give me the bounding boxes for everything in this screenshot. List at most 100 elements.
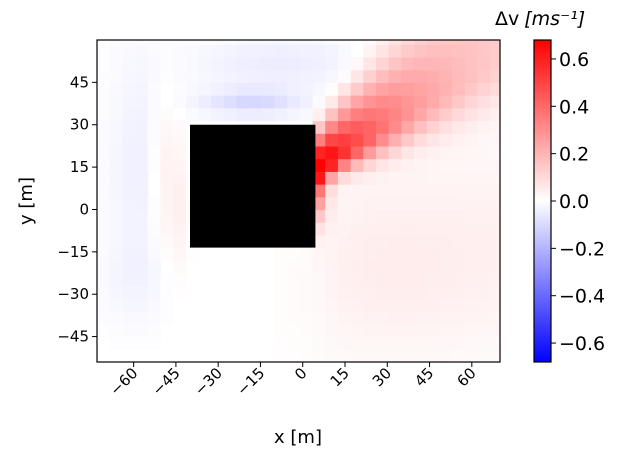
heatmap-cell [376, 234, 390, 249]
heatmap-cell [401, 260, 415, 274]
heatmap-cell [109, 247, 123, 261]
heatmap-cell [401, 145, 415, 160]
heatmap-cell [464, 184, 479, 198]
heatmap-cell [160, 120, 174, 134]
heatmap-cell [414, 323, 428, 338]
heatmap-cell [97, 158, 111, 172]
heatmap-cell [350, 323, 364, 338]
heatmap-cell [452, 133, 466, 147]
heatmap-cell [350, 69, 364, 83]
heatmap-cell [452, 120, 466, 134]
heatmap-cell [337, 69, 352, 83]
heatmap-cell [376, 184, 390, 198]
heatmap-cell [299, 107, 314, 122]
heatmap-cell [236, 56, 250, 71]
heatmap-cell [325, 56, 339, 71]
heatmap-cell [388, 349, 402, 362]
heatmap-cell [109, 95, 123, 109]
heatmap-cell [312, 40, 326, 45]
heatmap-cell [147, 247, 162, 261]
heatmap-cell [337, 260, 352, 274]
heatmap-cell [109, 311, 123, 325]
heatmap-cell [147, 95, 162, 109]
heatmap-cell [426, 95, 441, 109]
heatmap-cell [122, 260, 136, 274]
heatmap-cell [312, 56, 326, 71]
colorbar-ticks: 0.6 0.4 0.2 0.0 −0.2 −0.4 −0.6 [551, 49, 605, 355]
heatmap-cell [490, 209, 500, 223]
heatmap-cell [97, 82, 111, 96]
heatmap-cell [401, 336, 415, 350]
heatmap-cells [97, 40, 500, 362]
heatmap-cell [363, 69, 377, 83]
heatmap-cell [312, 196, 326, 211]
heatmap-cell [135, 120, 149, 134]
heatmap-cell [337, 107, 352, 122]
heatmap-cell [376, 336, 390, 350]
heatmap-cell [452, 273, 466, 287]
heatmap-cell [452, 82, 466, 96]
heatmap-cell [147, 107, 162, 122]
heatmap-cell [109, 145, 123, 160]
heatmap-cell [325, 273, 339, 287]
heatmap-cell [274, 273, 288, 287]
heatmap-cell [388, 234, 402, 249]
heatmap-cell [388, 158, 402, 172]
heatmap-cell [363, 234, 377, 249]
heatmap-cell [401, 133, 415, 147]
heatmap-cell [426, 323, 441, 338]
heatmap-cell [414, 44, 428, 58]
heatmap-cell [414, 222, 428, 236]
heatmap-cell [376, 69, 390, 83]
heatmap-cell [160, 158, 174, 172]
heatmap-cell [464, 82, 479, 96]
heatmap-cell [97, 298, 111, 312]
heatmap-cell [211, 40, 225, 45]
heatmap-cell [160, 56, 174, 71]
heatmap-cell [147, 56, 162, 71]
heatmap-cell [312, 82, 326, 96]
heatmap-cell [173, 260, 187, 274]
heatmap-cell [236, 40, 250, 45]
heatmap-cell [173, 184, 187, 198]
heatmap-cell [414, 298, 428, 312]
heatmap-cell [185, 82, 200, 96]
heatmap-cell [490, 44, 500, 58]
heatmap-cell [439, 44, 453, 58]
heatmap-cell [287, 56, 301, 71]
heatmap-cell [439, 260, 453, 274]
heatmap-cell [325, 209, 339, 223]
heatmap-cell [173, 69, 187, 83]
heatmap-cell [337, 196, 352, 211]
heatmap-cell [223, 40, 238, 45]
heatmap-cell [401, 234, 415, 249]
heatmap-cell [97, 247, 111, 261]
heatmap-cell [376, 323, 390, 338]
heatmap-cell [414, 349, 428, 362]
heatmap-cell [274, 323, 288, 338]
colorbar-title: Δv [ms⁻¹] [495, 8, 585, 30]
heatmap-cell [414, 56, 428, 71]
heatmap-cell [198, 40, 212, 45]
heatmap-cell [325, 120, 339, 134]
heatmap-cell [312, 323, 326, 338]
heatmap-cell [350, 247, 364, 261]
heatmap-cell [312, 158, 326, 172]
heatmap-cell [414, 260, 428, 274]
heatmap-cell [439, 196, 453, 211]
heatmap-cell [426, 311, 441, 325]
heatmap-cell [426, 247, 441, 261]
heatmap-cell [426, 44, 441, 58]
heatmap-cell [274, 349, 288, 362]
heatmap-cell [388, 260, 402, 274]
heatmap-cell [325, 107, 339, 122]
heatmap-cell [464, 260, 479, 274]
heatmap-cell [464, 285, 479, 300]
heatmap-cell [325, 145, 339, 160]
heatmap-cell [464, 145, 479, 160]
heatmap-cell [376, 95, 390, 109]
heatmap-cell [477, 184, 491, 198]
heatmap-cell [452, 311, 466, 325]
heatmap-cell [376, 349, 390, 362]
heatmap-cell [350, 120, 364, 134]
